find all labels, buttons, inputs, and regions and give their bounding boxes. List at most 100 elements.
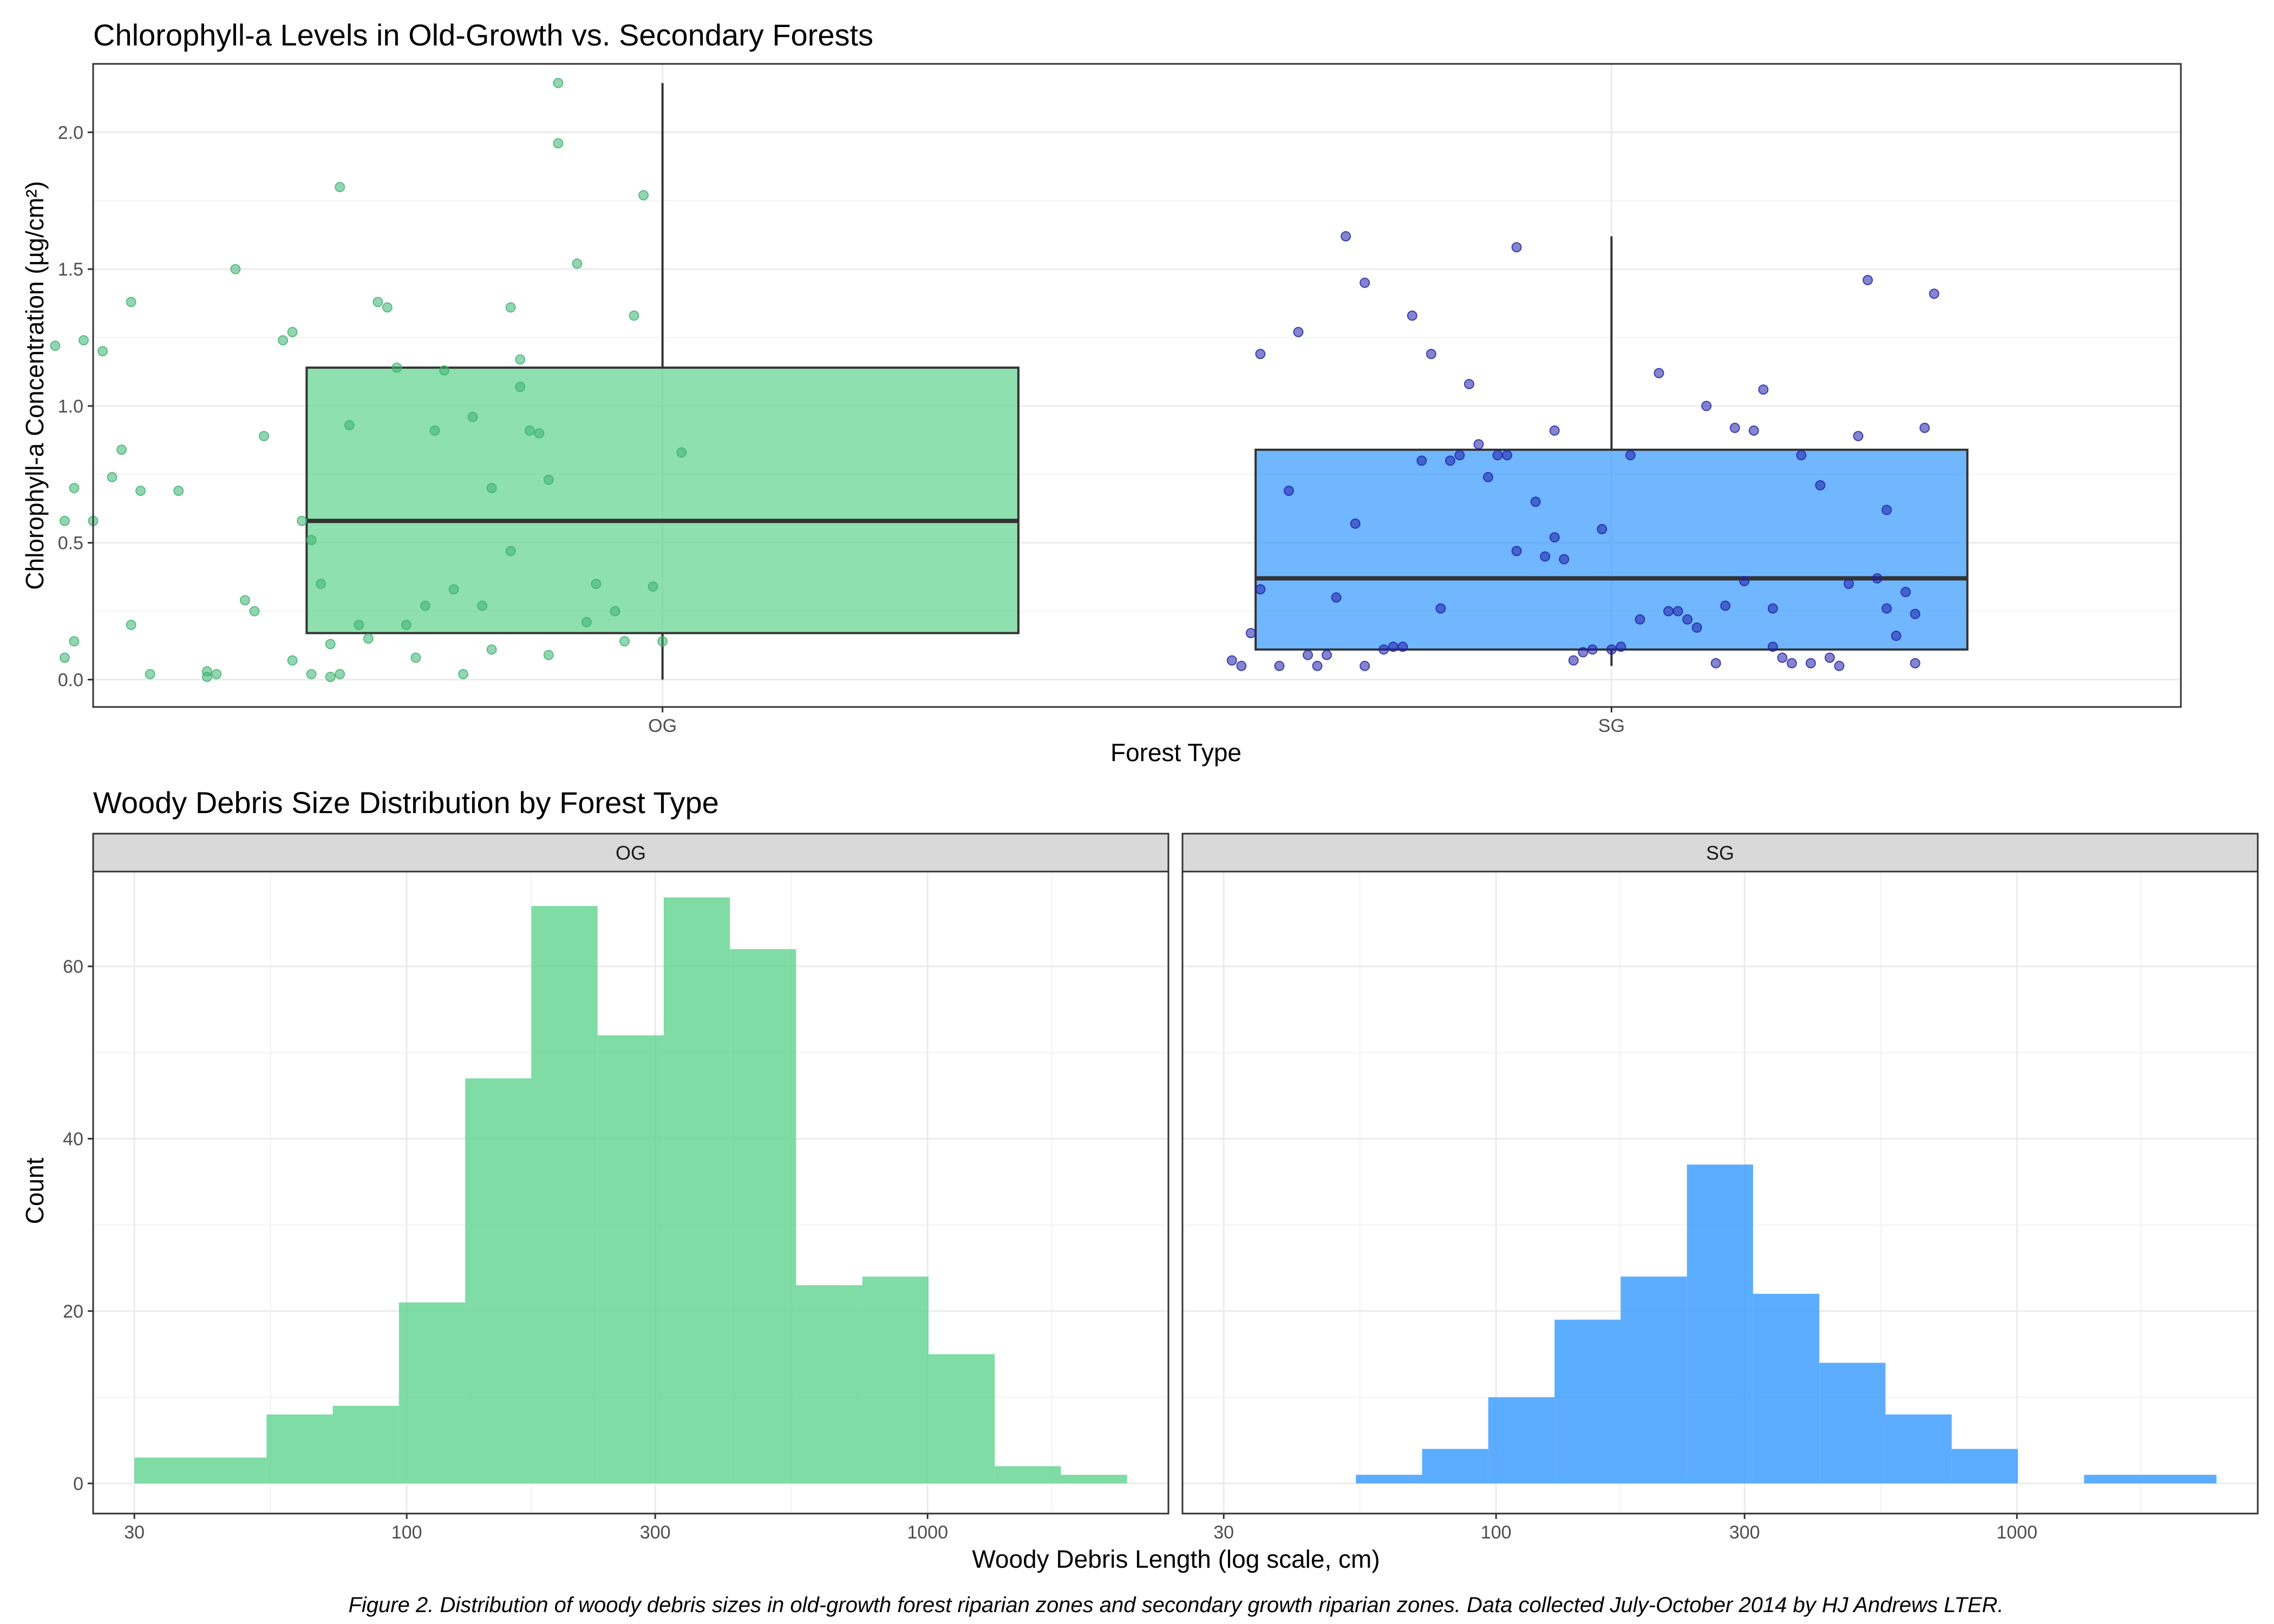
boxplot-point-og — [534, 428, 545, 438]
boxplot-point-sg — [1739, 575, 1750, 586]
boxplot-point-og — [401, 619, 411, 630]
boxplot-point-sg — [1378, 644, 1389, 655]
boxplot-point-og — [553, 77, 564, 88]
histogram-bar-og — [266, 1414, 333, 1484]
boxplot-point-sg — [1388, 641, 1399, 652]
boxplot-point-sg — [1568, 655, 1579, 666]
boxplot-y-tick-label: 2.0 — [58, 122, 83, 143]
histogram-bar-sg — [1554, 1319, 1621, 1484]
histogram-bar-og — [597, 1035, 664, 1484]
histogram-bar-og — [200, 1457, 267, 1484]
boxplot-point-sg — [1796, 450, 1807, 461]
boxplot-point-sg — [1312, 660, 1323, 671]
boxplot-point-sg — [1606, 644, 1617, 655]
boxplot-point-sg — [1729, 422, 1740, 433]
histogram-bar-sg — [2084, 1475, 2151, 1484]
boxplot-x-axis-title: Forest Type — [1110, 738, 1241, 767]
boxplot-point-og — [69, 636, 80, 647]
boxplot-point-og — [335, 181, 345, 192]
boxplot-point-og — [59, 652, 70, 663]
boxplot-point-sg — [1473, 439, 1484, 450]
boxplot-point-og — [363, 633, 374, 644]
boxplot-point-sg — [1397, 641, 1408, 652]
boxplot-y-axis-title: Chlorophyll-a Concentration (µg/cm²) — [21, 181, 49, 590]
boxplot-point-sg — [1540, 551, 1551, 562]
boxplot-point-sg — [1255, 349, 1266, 359]
boxplot-point-og — [477, 600, 488, 611]
boxplot-point-og — [297, 515, 308, 526]
boxplot-point-sg — [1255, 584, 1266, 595]
boxplot-point-sg — [1881, 603, 1892, 614]
boxplot-point-sg — [1682, 614, 1693, 625]
histogram-y-tick-label: 20 — [63, 1301, 83, 1322]
boxplot-point-sg — [1900, 587, 1911, 598]
boxplot-point-og — [572, 258, 583, 269]
boxplot-point-sg — [1853, 431, 1864, 442]
boxplot-point-sg — [1502, 450, 1513, 461]
boxplot-y-tick-label: 1.5 — [58, 259, 83, 280]
boxplot-point-og — [610, 606, 620, 617]
boxplot-point-og — [258, 431, 269, 442]
boxplot-point-og — [50, 340, 61, 351]
boxplot-point-og — [410, 652, 421, 663]
boxplot-point-sg — [1578, 647, 1589, 658]
boxplot-point-og — [619, 636, 630, 647]
boxplot-point-sg — [1748, 425, 1759, 436]
histogram-bar-og — [663, 897, 730, 1484]
boxplot-x-tick-label: SG — [1598, 716, 1625, 736]
boxplot-point-og — [467, 411, 478, 422]
boxplot-point-og — [373, 297, 383, 307]
boxplot-point-og — [278, 335, 289, 346]
histogram-og — [93, 872, 1168, 1514]
boxplot-point-sg — [1929, 289, 1939, 299]
boxplot-point-sg — [1293, 326, 1304, 337]
boxplot-point-og — [173, 486, 184, 496]
boxplot-point-sg — [1720, 600, 1731, 611]
boxplot-x-tick-label: OG — [648, 716, 677, 736]
boxplot-point-og — [638, 190, 649, 201]
boxplot-point-og — [486, 483, 497, 494]
boxplot-point-sg — [1454, 450, 1465, 461]
boxplot-point-sg — [1691, 622, 1702, 633]
histogram-bar-sg — [1422, 1449, 1488, 1484]
boxplot-point-sg — [1350, 518, 1361, 529]
boxplot-point-og — [657, 636, 668, 647]
boxplot-point-sg — [1445, 455, 1455, 466]
boxplot-point-sg — [1283, 486, 1294, 496]
boxplot-point-sg — [1616, 641, 1626, 652]
boxplot-point-og — [515, 354, 526, 365]
boxplot-point-og — [420, 600, 430, 611]
boxplot-point-og — [230, 264, 241, 274]
boxplot-point-sg — [1587, 644, 1598, 655]
boxplot-point-og — [316, 579, 326, 590]
boxplot-point-og — [344, 420, 355, 430]
boxplot-point-sg — [1492, 450, 1503, 461]
histogram-y-tick-label: 0 — [73, 1474, 83, 1494]
histogram-bar-sg — [1885, 1414, 1952, 1484]
boxplot-point-og — [382, 302, 393, 313]
boxplot-point-og — [211, 669, 222, 679]
histogram-x-axis: 30 100 300 1000 30 100 300 1000 — [124, 1514, 2037, 1543]
boxplot-point-sg — [1910, 608, 1920, 619]
histogram-x-tick-label: 1000 — [907, 1522, 948, 1543]
boxplot-point-sg — [1891, 631, 1901, 641]
boxplot-point-sg — [1245, 628, 1256, 639]
boxplot-point-sg — [1872, 573, 1883, 584]
boxplot-point-og — [429, 425, 440, 436]
histogram-x-axis-title: Woody Debris Length (log scale, cm) — [972, 1545, 1380, 1573]
facet-strip-sg-label: SG — [1706, 842, 1734, 864]
boxplot-point-sg — [1767, 641, 1778, 652]
histogram-bar-og — [465, 1078, 532, 1484]
boxplot-box-og — [305, 366, 1020, 634]
boxplot-y-axis: 0.0 0.5 1.0 1.5 2.0 — [58, 122, 93, 690]
histogram-sg — [1182, 872, 2258, 1514]
histogram-bar-sg — [2150, 1475, 2217, 1484]
histogram-x-tick-label: 100 — [1481, 1522, 1512, 1543]
boxplot-point-og — [145, 669, 155, 679]
histogram-bar-sg — [1356, 1475, 1422, 1484]
histogram-bar-og — [134, 1457, 201, 1484]
boxplot-point-og — [126, 297, 136, 307]
boxplot-point-og — [354, 619, 364, 630]
boxplot-point-sg — [1559, 554, 1570, 565]
